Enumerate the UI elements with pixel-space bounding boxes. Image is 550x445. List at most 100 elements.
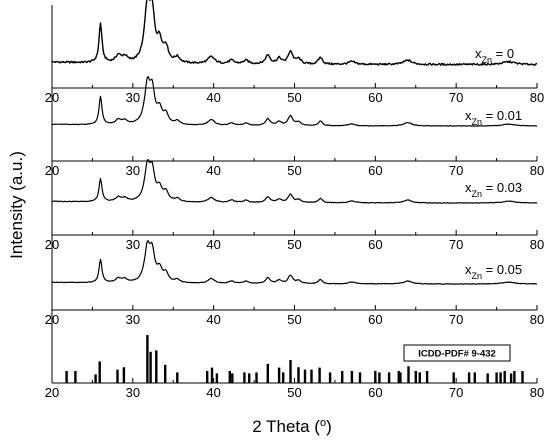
reference-line-14 <box>228 371 231 383</box>
x-axis-title-degree: o <box>320 417 326 429</box>
reference-line-38 <box>418 372 421 383</box>
legend-sub-0: Zn <box>482 55 493 65</box>
panel-1-x-tick-label-60: 60 <box>368 163 382 178</box>
reference-line-43 <box>486 373 489 383</box>
reference-line-28 <box>341 371 344 383</box>
panel-3-x-tick-label-80: 80 <box>530 312 544 327</box>
reference-line-21 <box>282 372 285 383</box>
reference-x-tick-label-70: 70 <box>449 385 463 400</box>
reference-line-34 <box>397 371 400 383</box>
legend-label-1: xZn = 0.01 <box>465 108 522 127</box>
legend-sub-3: Zn <box>472 271 483 281</box>
xrd-pattern-2 <box>51 159 538 204</box>
reference-line-12 <box>210 367 214 383</box>
reference-line-37 <box>414 371 417 383</box>
reference-x-tick-label-40: 40 <box>206 385 220 400</box>
reference-x-tick-label-80: 80 <box>530 385 544 400</box>
reference-line-35 <box>399 372 402 383</box>
legend-value-3: = 0.05 <box>482 262 522 277</box>
legend-label-2: xZn = 0.03 <box>465 180 522 199</box>
legend-value-1: = 0.01 <box>482 108 522 123</box>
reference-line-32 <box>378 372 381 383</box>
legend-sub-2: Zn <box>472 189 483 199</box>
reference-line-31 <box>374 371 377 383</box>
panel-3-x-tick-label-30: 30 <box>126 312 140 327</box>
panel-0-x-tick-label-80: 80 <box>530 90 544 105</box>
xrd-pattern-1 <box>52 75 538 127</box>
legend-main-1: x <box>465 108 472 123</box>
reference-line-1 <box>74 371 77 383</box>
reference-line-39 <box>425 371 429 383</box>
panel-1-x-tick-label-30: 30 <box>126 163 140 178</box>
panel-0-x-tick-label-70: 70 <box>449 90 463 105</box>
reference-line-0 <box>65 371 68 383</box>
panel-0-x-tick-label-30: 30 <box>126 90 140 105</box>
legend-main-3: x <box>465 262 472 277</box>
reference-line-16 <box>243 372 246 383</box>
reference-x-tick-label-60: 60 <box>368 385 382 400</box>
reference-x-tick-label-50: 50 <box>287 385 301 400</box>
reference-line-20 <box>277 367 281 383</box>
reference-line-7 <box>149 351 152 383</box>
reference-line-29 <box>350 371 354 383</box>
reference-line-22 <box>289 360 292 383</box>
xrd-pattern-3 <box>51 240 538 285</box>
reference-line-9 <box>164 364 167 383</box>
reference-line-26 <box>318 367 321 383</box>
panel-1-x-tick-label-50: 50 <box>287 163 301 178</box>
y-axis-title: Intensity (a.u.) <box>7 151 26 259</box>
reference-line-23 <box>297 367 300 383</box>
panel-0-x-tick-label-60: 60 <box>368 90 382 105</box>
reference-line-40 <box>452 372 455 383</box>
panel-2-x-tick-label-70: 70 <box>449 237 463 252</box>
legend-value-2: = 0.03 <box>482 180 522 195</box>
panel-1-x-tick-label-80: 80 <box>530 163 544 178</box>
legend-value-0: = 0 <box>492 46 514 61</box>
reference-line-4 <box>116 369 119 383</box>
reference-line-18 <box>255 372 258 383</box>
reference-line-15 <box>231 373 234 383</box>
panel-2-x-tick-label-30: 30 <box>126 237 140 252</box>
x-axis-title-main: 2 Theta ( <box>252 417 320 436</box>
reference-line-25 <box>310 369 313 383</box>
reference-line-2 <box>94 374 97 383</box>
panel-3-x-tick-label-50: 50 <box>287 312 301 327</box>
reference-label-box <box>403 344 511 362</box>
legend-sub-1: Zn <box>472 117 483 127</box>
reference-line-13 <box>215 373 219 383</box>
x-axis-title-close: ) <box>326 417 332 436</box>
xrd-pattern-0 <box>51 0 538 66</box>
reference-line-10 <box>176 372 179 383</box>
reference-line-6 <box>146 335 149 383</box>
reference-line-49 <box>521 371 524 383</box>
reference-line-33 <box>387 372 391 383</box>
x-axis-title: 2 Theta (o) <box>252 417 332 436</box>
reference-line-19 <box>266 363 269 383</box>
reference-line-42 <box>473 372 476 383</box>
reference-line-17 <box>248 373 251 383</box>
reference-line-41 <box>467 372 471 383</box>
panel-1-x-tick-label-40: 40 <box>206 163 220 178</box>
reference-line-44 <box>495 372 498 383</box>
reference-x-tick-label-30: 30 <box>126 385 140 400</box>
legend-main-2: x <box>465 180 472 195</box>
reference-x-tick-label-20: 20 <box>45 385 59 400</box>
reference-panel: 20 30 40 50 60 70 80 ICDD-PDF# 9-432 <box>45 310 544 400</box>
reference-line-8 <box>155 350 158 383</box>
reference-line-30 <box>358 372 362 383</box>
panel-1-x-tick-label-70: 70 <box>449 163 463 178</box>
reference-line-3 <box>98 361 101 383</box>
reference-line-5 <box>122 367 126 383</box>
reference-label: ICDD-PDF# 9-432 <box>418 349 496 360</box>
panel-3-x-tick-label-40: 40 <box>206 312 220 327</box>
reference-line-47 <box>509 373 513 383</box>
legend-label-3: xZn = 0.05 <box>465 262 522 281</box>
panel-3-x-tick-label-70: 70 <box>449 312 463 327</box>
panel-2-x-tick-label-80: 80 <box>530 237 544 252</box>
